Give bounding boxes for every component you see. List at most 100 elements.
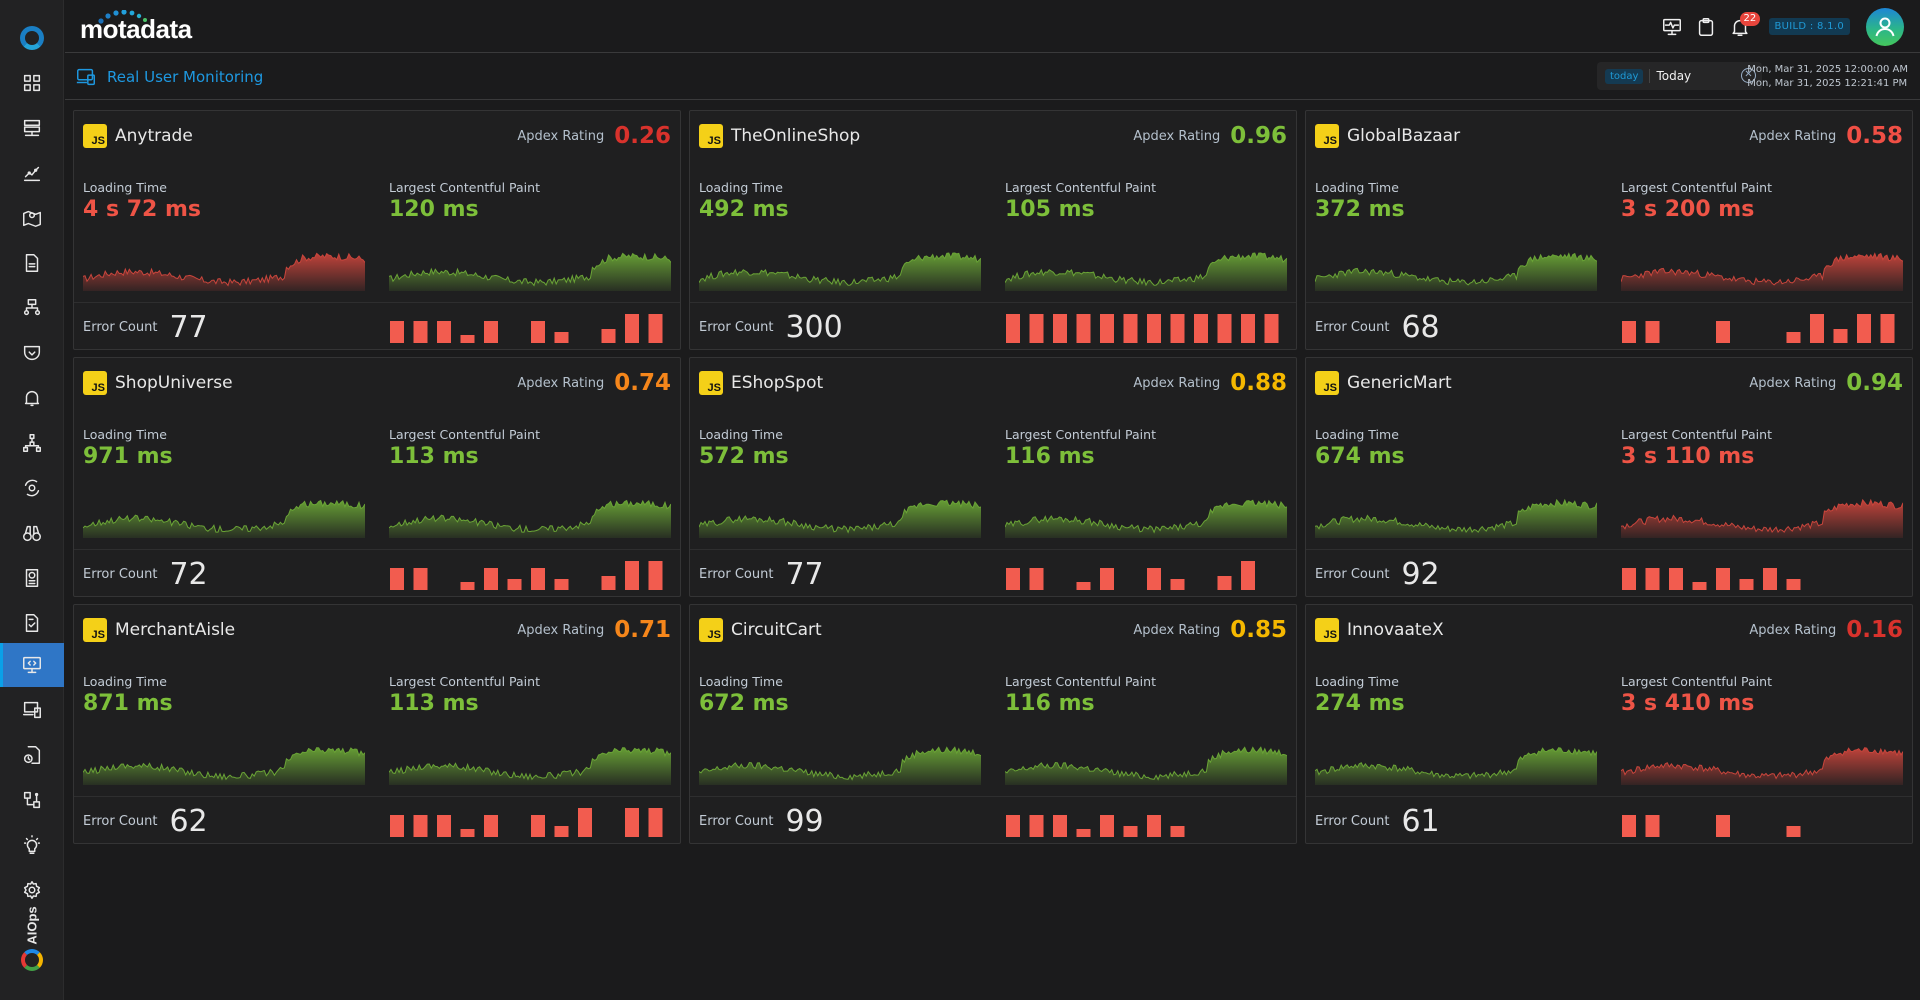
apdex-value: 0.16: [1846, 617, 1903, 643]
app-card-circuitcart[interactable]: JS CircuitCart Apdex Rating 0.85 Loading…: [689, 604, 1297, 844]
app-card-eshopspot[interactable]: JS EShopSpot Apdex Rating 0.88 Loading T…: [689, 357, 1297, 597]
app-card-anytrade[interactable]: JS Anytrade Apdex Rating 0.26 Loading Ti…: [73, 110, 681, 350]
apdex-value: 0.85: [1230, 617, 1287, 643]
app-name[interactable]: EShopSpot: [731, 373, 824, 393]
notifications-button[interactable]: 22: [1723, 10, 1761, 44]
sidebar-item-reports[interactable]: [0, 241, 64, 285]
app-card-globalbazaar[interactable]: JS GlobalBazaar Apdex Rating 0.58 Loadin…: [1305, 110, 1913, 350]
sparkline-area: [1315, 747, 1597, 785]
loading-time-value: 274 ms: [1315, 691, 1405, 716]
apdex-label: Apdex Rating: [517, 622, 605, 638]
error-count-label: Error Count: [1315, 319, 1390, 335]
app-card-shopuniverse[interactable]: JS ShopUniverse Apdex Rating 0.74 Loadin…: [73, 357, 681, 597]
sidebar-item-alerts[interactable]: [0, 376, 64, 420]
error-bar: [1123, 826, 1138, 837]
app-name[interactable]: GlobalBazaar: [1347, 126, 1461, 146]
loading-time-label: Loading Time: [83, 674, 167, 689]
sidebar-item-automation[interactable]: [0, 466, 64, 510]
error-count-bars: [1006, 561, 1255, 590]
error-bar: [1645, 321, 1660, 343]
error-bar: [1029, 568, 1044, 590]
logo[interactable]: motadata: [80, 14, 192, 44]
lcp-label: Largest Contentful Paint: [1621, 674, 1772, 689]
sparkline-line: [389, 499, 671, 533]
error-bar: [484, 321, 498, 343]
time-range-value: Today: [1656, 69, 1692, 83]
aiops-logo-icon[interactable]: [21, 949, 43, 971]
notification-badge: 22: [1739, 11, 1761, 26]
javascript-icon: JS: [1315, 124, 1339, 148]
error-bar: [1123, 314, 1138, 343]
error-bar: [648, 314, 663, 343]
user-avatar[interactable]: [1866, 7, 1904, 46]
app-name[interactable]: ShopUniverse: [115, 373, 233, 393]
error-bar: [1147, 314, 1161, 343]
sidebar-item-topology-map[interactable]: [0, 196, 64, 240]
error-bar: [484, 568, 498, 590]
sidebar-item-explorer[interactable]: [0, 511, 64, 555]
javascript-icon: JS: [83, 618, 107, 642]
monitor-pulse-button[interactable]: [1655, 10, 1689, 44]
loading-time-metric: Loading Time 372 ms: [1315, 180, 1597, 222]
app-name[interactable]: TheOnlineShop: [731, 126, 861, 146]
error-bar: [437, 815, 451, 837]
sparkline-line: [83, 252, 365, 287]
app-card-merchantaisle[interactable]: JS MerchantAisle Apdex Rating 0.71 Loadi…: [73, 604, 681, 844]
error-bar: [1786, 332, 1801, 343]
sidebar-item-flow[interactable]: [0, 778, 64, 822]
aiops-label[interactable]: AIOps: [24, 905, 40, 945]
app-name[interactable]: Anytrade: [115, 126, 193, 146]
apdex-value: 0.58: [1846, 123, 1903, 149]
motadata-logo-icon[interactable]: [20, 26, 44, 50]
sidebar-item-audit[interactable]: [0, 556, 64, 600]
flow-icon: [23, 791, 41, 809]
apdex-value: 0.74: [614, 370, 671, 396]
time-range-picker[interactable]: today Today ✕: [1597, 62, 1762, 90]
sidebar-item-insights[interactable]: [0, 823, 64, 867]
error-bar: [1763, 568, 1777, 590]
error-count: Error Count 62: [83, 802, 208, 840]
app-name[interactable]: CircuitCart: [731, 620, 822, 640]
sidebar-item-network[interactable]: [0, 286, 64, 330]
sidebar-item-real-user-monitoring[interactable]: [0, 643, 64, 687]
javascript-icon: JS: [699, 124, 723, 148]
document-icon: [25, 254, 39, 272]
app-name[interactable]: InnovaateX: [1347, 620, 1444, 640]
sidebar-item-metric-explorer[interactable]: [0, 151, 64, 195]
sparkline-area: [83, 747, 365, 785]
app-card-genericmart[interactable]: JS GenericMart Apdex Rating 0.94 Loading…: [1305, 357, 1913, 597]
apdex-label: Apdex Rating: [517, 375, 605, 391]
loading-time-metric: Loading Time 971 ms: [83, 427, 365, 469]
sparkline-area: [1621, 499, 1903, 538]
sidebar-item-dashboard[interactable]: [0, 61, 64, 105]
app-card-theonlineshop[interactable]: JS TheOnlineShop Apdex Rating 0.96 Loadi…: [689, 110, 1297, 350]
lightbulb-icon: [23, 835, 41, 854]
sparkline-line: [1621, 498, 1903, 533]
apdex-value: 0.71: [614, 617, 671, 643]
app-name[interactable]: MerchantAisle: [115, 620, 236, 640]
sidebar-item-inventory[interactable]: [0, 106, 64, 150]
clear-icon[interactable]: ✕: [1741, 68, 1756, 83]
error-count: Error Count 72: [83, 555, 208, 593]
loading-time-metric: Loading Time 4 s 72 ms: [83, 180, 365, 222]
sidebar-item-compliance[interactable]: [0, 601, 64, 645]
sidebar-item-policies[interactable]: [0, 331, 64, 375]
sidebar-item-log-analytics[interactable]: [0, 733, 64, 777]
sidebar-item-hierarchy[interactable]: [0, 421, 64, 465]
loading-time-value: 4 s 72 ms: [83, 197, 202, 222]
loading-time-label: Loading Time: [1315, 180, 1399, 195]
error-bar: [1029, 314, 1044, 343]
app-name[interactable]: GenericMart: [1347, 373, 1452, 393]
clipboard-button[interactable]: [1689, 10, 1723, 44]
error-count-value: 99: [785, 803, 824, 839]
sidebar-item-settings[interactable]: [0, 868, 64, 912]
lcp-label: Largest Contentful Paint: [389, 180, 540, 195]
sidebar-item-devices[interactable]: [0, 688, 64, 732]
lcp-label: Largest Contentful Paint: [389, 674, 540, 689]
error-bar: [460, 829, 475, 837]
error-bar: [1739, 579, 1754, 590]
app-card-innovaatex[interactable]: JS InnovaateX Apdex Rating 0.16 Loading …: [1305, 604, 1913, 844]
sparkline-area: [83, 500, 365, 538]
error-bar: [1264, 314, 1279, 343]
hierarchy-icon: [23, 434, 41, 452]
